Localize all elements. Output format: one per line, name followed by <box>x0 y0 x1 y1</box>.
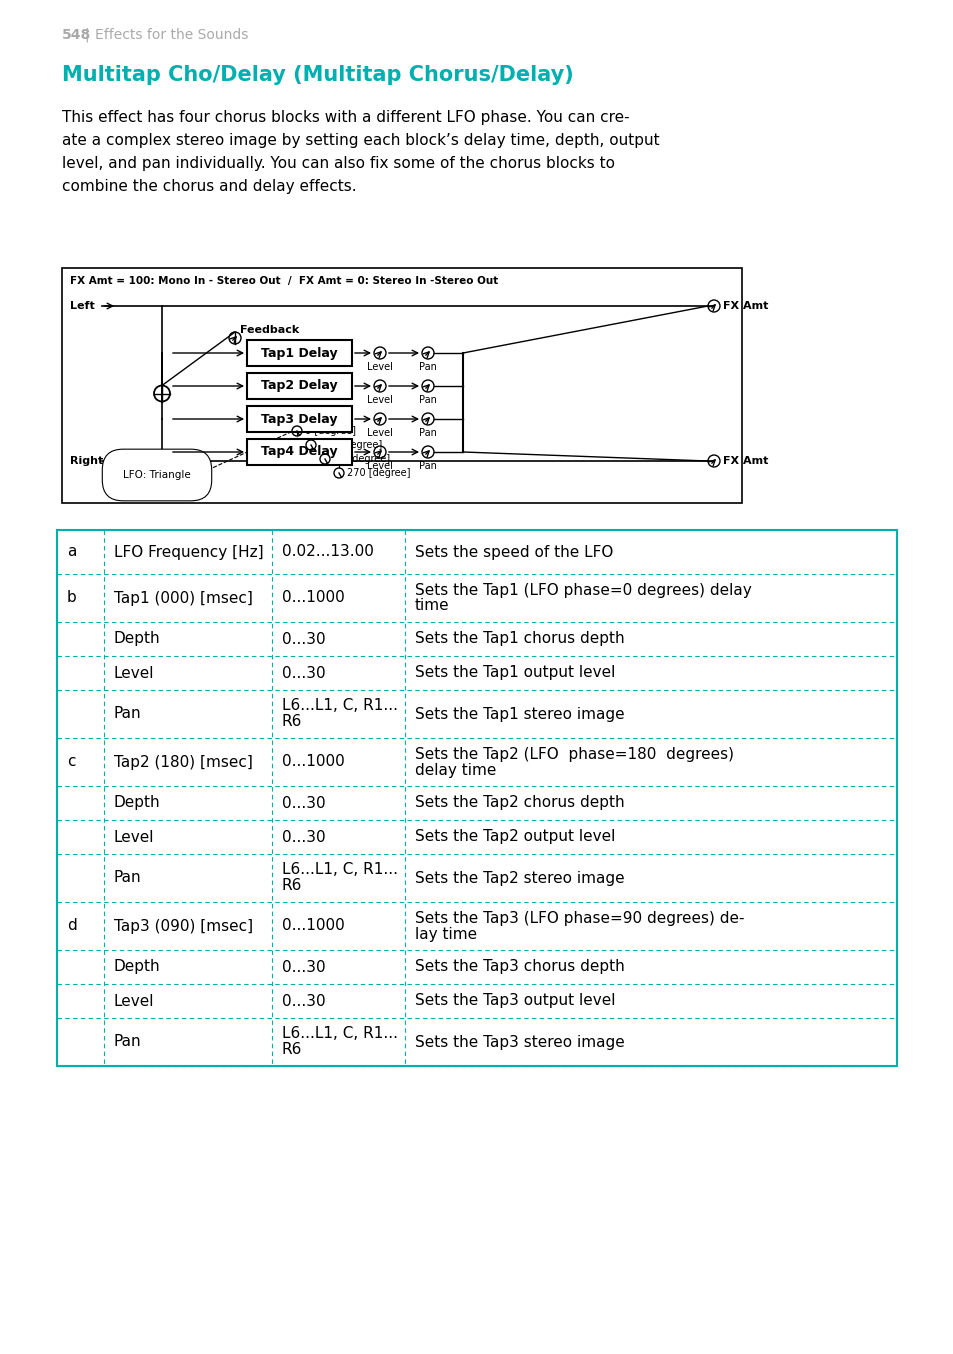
Text: Level: Level <box>367 395 393 405</box>
Text: level, and pan individually. You can also fix some of the chorus blocks to: level, and pan individually. You can als… <box>62 156 615 171</box>
Text: Right: Right <box>70 456 103 466</box>
Text: Sets the Tap3 chorus depth: Sets the Tap3 chorus depth <box>415 960 624 975</box>
Text: lay time: lay time <box>415 926 476 941</box>
Text: L6...L1, C, R1...: L6...L1, C, R1... <box>282 862 397 877</box>
Text: Level: Level <box>113 994 154 1009</box>
Bar <box>247 439 352 464</box>
Text: Sets the Tap1 stereo image: Sets the Tap1 stereo image <box>415 707 624 722</box>
Text: Tap1 (000) [msec]: Tap1 (000) [msec] <box>113 590 253 605</box>
Text: combine the chorus and delay effects.: combine the chorus and delay effects. <box>62 179 356 194</box>
Text: Sets the Tap2 chorus depth: Sets the Tap2 chorus depth <box>415 796 624 811</box>
Text: 0...30: 0...30 <box>282 796 325 811</box>
Text: a: a <box>67 544 76 559</box>
Text: FX Amt: FX Amt <box>722 301 767 311</box>
Text: L6...L1, C, R1...: L6...L1, C, R1... <box>282 1026 397 1041</box>
Text: 0...30: 0...30 <box>282 830 325 845</box>
Text: Sets the Tap3 stereo image: Sets the Tap3 stereo image <box>415 1034 624 1049</box>
Text: Level: Level <box>367 460 393 471</box>
Text: Feedback: Feedback <box>240 325 299 334</box>
Bar <box>247 372 352 399</box>
Text: 90 [degree]: 90 [degree] <box>333 454 390 464</box>
Text: ate a complex stereo image by setting each block’s delay time, depth, output: ate a complex stereo image by setting ea… <box>62 133 659 148</box>
Text: Sets the Tap3 (LFO phase=90 degrees) de-: Sets the Tap3 (LFO phase=90 degrees) de- <box>415 910 743 926</box>
Text: delay time: delay time <box>415 762 496 777</box>
Text: Multitap Cho/Delay (Multitap Chorus/Delay): Multitap Cho/Delay (Multitap Chorus/Dela… <box>62 65 573 85</box>
Text: Left: Left <box>70 301 94 311</box>
Text: 0...1000: 0...1000 <box>282 590 344 605</box>
Text: Tap4 Delay: Tap4 Delay <box>261 445 337 459</box>
Text: Pan: Pan <box>113 707 141 722</box>
Text: Sets the Tap1 (LFO phase=0 degrees) delay: Sets the Tap1 (LFO phase=0 degrees) dela… <box>415 582 751 597</box>
Text: 0...30: 0...30 <box>282 631 325 646</box>
Text: 0 [degree]: 0 [degree] <box>305 427 355 436</box>
Text: 0...30: 0...30 <box>282 960 325 975</box>
Text: Depth: Depth <box>113 796 160 811</box>
Text: Depth: Depth <box>113 960 160 975</box>
Text: Tap1 Delay: Tap1 Delay <box>261 347 337 360</box>
Text: Sets the Tap1 chorus depth: Sets the Tap1 chorus depth <box>415 631 624 646</box>
Text: 180 [degree]: 180 [degree] <box>318 440 382 450</box>
Text: Level: Level <box>113 666 154 681</box>
Text: Pan: Pan <box>418 362 436 372</box>
Text: Pan: Pan <box>418 460 436 471</box>
Text: 548: 548 <box>62 28 91 42</box>
Text: L6...L1, C, R1...: L6...L1, C, R1... <box>282 699 397 714</box>
Text: R6: R6 <box>282 1043 302 1057</box>
Text: LFO Frequency [Hz]: LFO Frequency [Hz] <box>113 544 263 559</box>
Text: Tap2 (180) [msec]: Tap2 (180) [msec] <box>113 754 253 769</box>
Text: Pan: Pan <box>418 395 436 405</box>
Text: 0.02...13.00: 0.02...13.00 <box>282 544 374 559</box>
Text: 270 [degree]: 270 [degree] <box>347 468 410 478</box>
Text: c: c <box>67 754 75 769</box>
Text: 0...1000: 0...1000 <box>282 754 344 769</box>
Text: Sets the Tap2 stereo image: Sets the Tap2 stereo image <box>415 871 624 886</box>
Bar <box>247 406 352 432</box>
Text: Depth: Depth <box>113 631 160 646</box>
Text: Sets the Tap3 output level: Sets the Tap3 output level <box>415 994 615 1009</box>
Text: LFO: Triangle: LFO: Triangle <box>123 470 191 481</box>
Text: Sets the Tap1 output level: Sets the Tap1 output level <box>415 666 615 681</box>
Text: 0...1000: 0...1000 <box>282 918 344 933</box>
Text: time: time <box>415 598 449 613</box>
Text: |: | <box>84 28 89 42</box>
Text: 0...30: 0...30 <box>282 666 325 681</box>
Text: Pan: Pan <box>113 871 141 886</box>
Text: b: b <box>67 590 76 605</box>
Text: Sets the speed of the LFO: Sets the speed of the LFO <box>415 544 613 559</box>
Text: Tap3 (090) [msec]: Tap3 (090) [msec] <box>113 918 253 933</box>
Text: d: d <box>67 918 76 933</box>
Text: Level: Level <box>367 362 393 372</box>
Text: This effect has four chorus blocks with a different LFO phase. You can cre-: This effect has four chorus blocks with … <box>62 110 629 125</box>
Text: 0...30: 0...30 <box>282 994 325 1009</box>
Text: R6: R6 <box>282 879 302 894</box>
Text: Effects for the Sounds: Effects for the Sounds <box>95 28 248 42</box>
Bar <box>247 340 352 366</box>
Text: Sets the Tap2 (LFO  phase=180  degrees): Sets the Tap2 (LFO phase=180 degrees) <box>415 746 733 761</box>
Text: Pan: Pan <box>418 428 436 437</box>
Text: Level: Level <box>113 830 154 845</box>
Text: FX Amt = 100: Mono In - Stereo Out  /  FX Amt = 0: Stereo In -Stereo Out: FX Amt = 100: Mono In - Stereo Out / FX … <box>70 276 497 286</box>
Text: FX Amt: FX Amt <box>722 456 767 466</box>
Text: Tap3 Delay: Tap3 Delay <box>261 413 337 425</box>
Text: R6: R6 <box>282 715 302 730</box>
Bar <box>62 268 741 502</box>
Text: Tap2 Delay: Tap2 Delay <box>261 379 337 393</box>
Text: Sets the Tap2 output level: Sets the Tap2 output level <box>415 830 615 845</box>
Text: Pan: Pan <box>113 1034 141 1049</box>
Text: Level: Level <box>367 428 393 437</box>
